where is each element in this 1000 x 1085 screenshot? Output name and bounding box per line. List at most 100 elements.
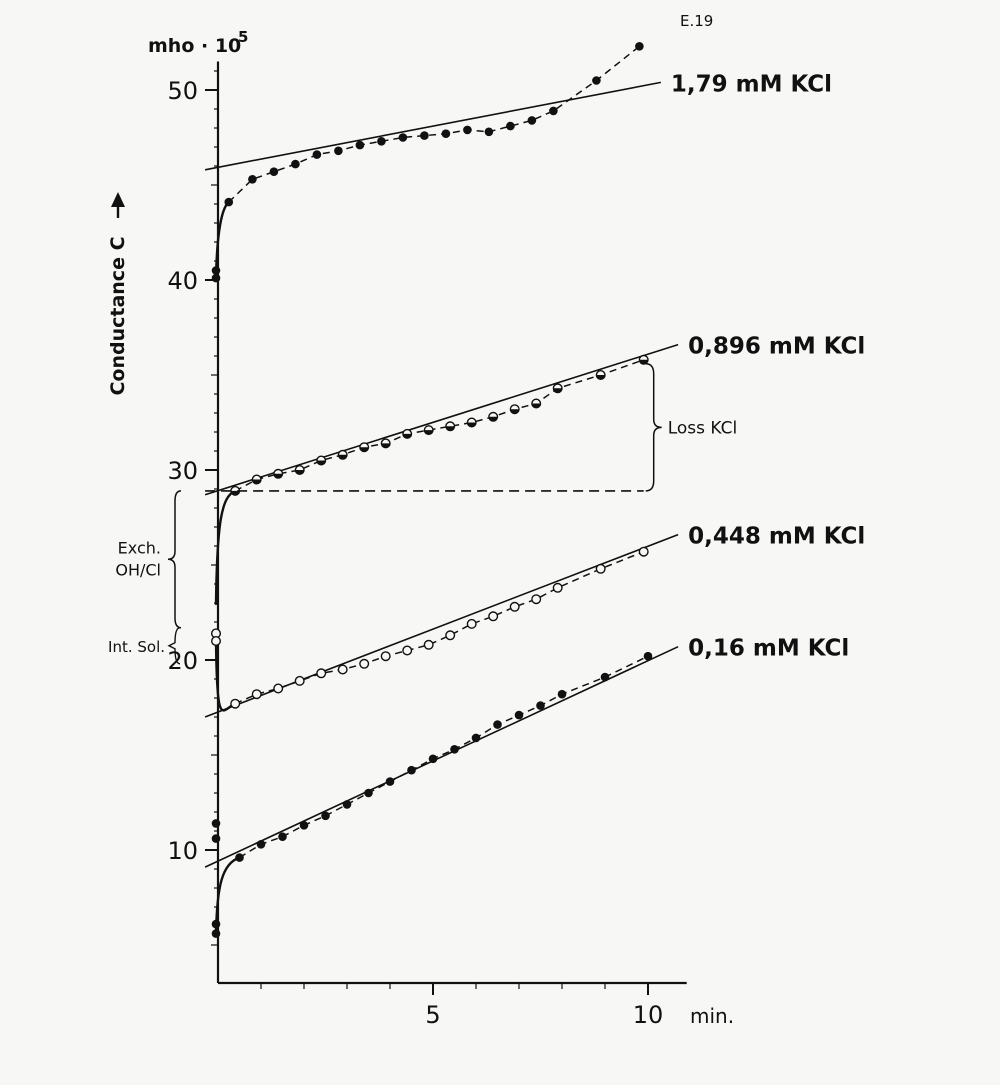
figure-code: E.19 [680,12,713,30]
data-point-filled [278,832,287,841]
data-point-open [251,689,262,700]
data-point-filled [334,146,343,156]
data-point-filled [377,137,386,146]
data-point-filled [364,788,373,798]
data-point-half-fill [381,443,390,448]
data-point-half-fill [467,422,476,427]
data-point-half-fill [424,430,433,435]
y-tick-label: 20 [167,647,198,675]
x-tick-label: 10 [633,1001,664,1029]
data-point-filled [527,116,537,125]
data-point-half-fill [510,409,519,414]
data-point-filled [463,125,472,135]
data-point-filled [450,745,459,754]
y-axis-label: Conductance C [107,236,129,395]
exch-annotation: Exch. [118,538,161,557]
data-point-half-fill [402,433,412,439]
data-point-filled [211,266,221,275]
data-point-open [638,546,649,557]
y-tick-label: 40 [167,267,198,295]
data-point-filled [248,175,257,184]
data-point-filled [211,919,221,929]
data-point-filled [549,106,558,116]
data-point-filled [592,76,601,85]
data-point-filled [643,651,653,661]
data-point-open [210,636,221,647]
fit-line [204,343,679,496]
data-point-open [552,582,563,593]
data-point-open [316,668,327,679]
data-point-filled [557,689,567,699]
data-point-filled [514,710,524,720]
data-point-filled [420,131,429,140]
data-point-half-fill [273,473,283,479]
data-point-half-fill [295,470,304,475]
y-tick-label: 30 [167,457,198,485]
data-point-filled [211,929,221,938]
data-point-open [466,618,477,629]
data-point-open [402,645,413,656]
data-point-open [423,639,434,650]
series-label: 0,16 mM KCl [688,636,849,662]
data-point-filled [398,133,408,142]
y-arrow-head [111,192,125,207]
data-point-filled [635,42,644,51]
data-point-half-fill [531,403,541,408]
data-point-open [294,675,305,686]
data-point-open [531,594,542,605]
data-point-filled [441,129,451,138]
data-point-filled [211,834,221,843]
loss-kcl-annotation: Loss KCl [668,418,738,438]
int-sol-annotation: Int. Sol. [108,638,165,656]
data-point-filled [211,273,221,283]
data-point-half-fill [338,454,347,460]
data-point-open [509,601,520,612]
x-axis-unit: min. [690,1004,734,1028]
data-point-half-fill [553,388,562,393]
data-point-filled [471,733,481,743]
data-point-half-fill [252,479,261,484]
data-point-filled [269,167,279,176]
data-point-open [488,611,499,622]
data-point-half-fill [230,490,240,496]
data-point-filled [256,840,266,849]
data-point-filled [355,140,365,150]
data-point-open [337,664,348,675]
data-point-open [230,698,241,709]
data-point-filled [211,819,221,828]
data-point-filled [321,811,330,821]
exch-brace [167,490,182,629]
data-point-half-fill [359,447,369,452]
series-label: 0,448 mM KCl [688,524,865,550]
data-point-filled [493,720,502,729]
fit-line [204,81,662,171]
data-point-half-fill [596,375,605,380]
data-point-open [595,563,606,574]
data-point-filled [385,777,395,786]
data-point-open [445,630,456,641]
y-tick-label: 10 [167,837,198,865]
loss-brace [645,363,662,492]
data-point-filled [291,159,300,169]
y-tick-label: 50 [167,77,198,105]
data-point-filled [235,853,244,862]
data-point-filled [428,754,438,764]
dashed-curve [228,45,640,203]
data-point-filled [536,701,545,710]
fit-line [204,645,679,868]
data-point-filled [600,672,610,682]
data-point-half-fill [445,426,455,431]
data-point-filled [342,800,352,809]
exch-annotation: OH/Cl [115,560,161,579]
data-point-filled [506,121,515,131]
data-point-half-fill [639,359,648,365]
series-label: 0,896 mM KCl [688,334,865,360]
data-point-open [359,658,370,669]
y-axis-unit: mho · 10 [148,35,241,57]
y-axis-unit-exponent: 5 [238,28,248,46]
x-tick-label: 5 [425,1001,440,1029]
data-point-filled [484,127,494,137]
int-sol-brace [167,627,181,665]
